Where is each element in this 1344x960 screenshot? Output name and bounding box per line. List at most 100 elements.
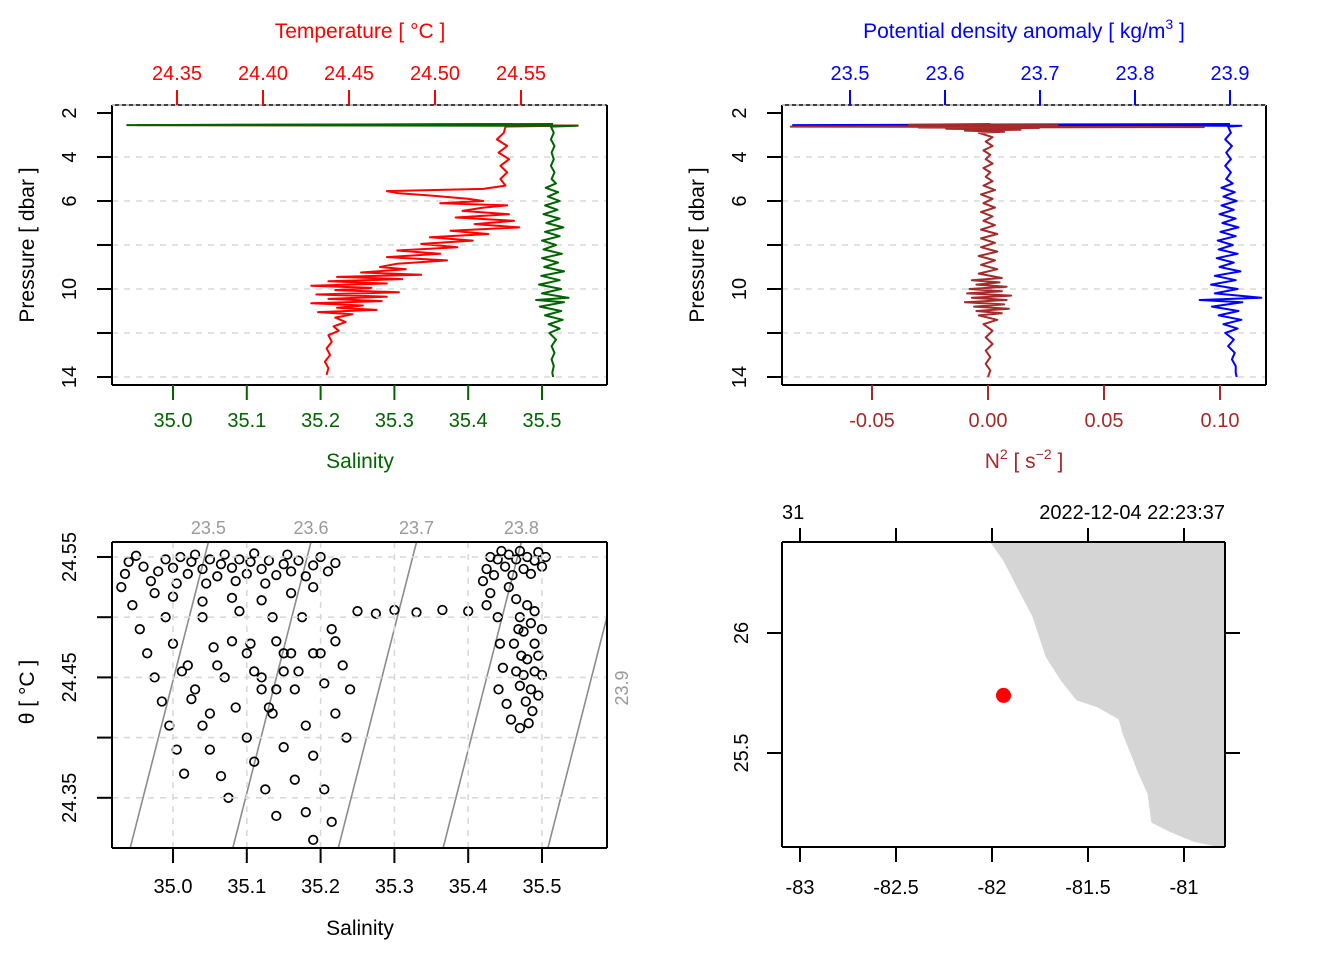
scatter-point	[511, 554, 522, 565]
scatter-point	[308, 834, 319, 846]
top-axis-tick-label: 24.40	[238, 63, 288, 85]
scatter-point	[178, 768, 190, 779]
scatter-point	[337, 660, 348, 671]
station-timestamp: 2022-12-04 22:23:37	[1039, 502, 1225, 524]
theta-tick-label: 24.55	[59, 532, 81, 582]
isopycnal-label: 23.7	[399, 518, 434, 538]
scatter-point	[511, 666, 522, 677]
scatter-point	[219, 549, 230, 560]
isopycnal-label: 23.9	[612, 670, 632, 705]
scatter-point	[215, 559, 227, 570]
scatter-point	[300, 720, 311, 731]
scatter-point	[256, 595, 267, 606]
pressure-tick-label: 4	[59, 151, 81, 162]
scatter-point	[149, 587, 160, 599]
scatter-point	[494, 638, 506, 649]
scatter-point	[278, 666, 289, 677]
scatter-point	[319, 678, 330, 689]
scatter-point	[119, 568, 131, 580]
scatter-point	[481, 600, 492, 611]
scatter-point	[293, 555, 304, 566]
scatter-point	[525, 618, 537, 629]
pressure-axis-title-right-panel: Pressure [ dbar ]	[686, 167, 709, 322]
scatter-point	[308, 750, 319, 761]
scatter-point	[493, 684, 504, 695]
scatter-point	[330, 636, 341, 647]
scatter-point	[477, 575, 489, 587]
land-layer	[990, 542, 1225, 847]
isopycnal-line	[337, 542, 418, 848]
scatter-point	[271, 636, 282, 647]
pressure-tick-label: 6	[59, 195, 81, 206]
salinity-tick-label: 35.0	[154, 876, 193, 898]
scatter-point	[278, 742, 289, 753]
bottom-axis-tick-label: 35.4	[449, 410, 488, 432]
scatter-point	[182, 660, 193, 671]
isopycnal-label: 23.6	[293, 518, 328, 538]
scatter-point	[278, 559, 289, 570]
scatter-point	[241, 648, 252, 659]
scatter-point	[260, 578, 271, 589]
salinity-tick-label: 35.2	[301, 876, 340, 898]
lon-tick-label: -82	[978, 877, 1007, 899]
top-axis-tick-label: 23.8	[1116, 63, 1155, 85]
scatter-point	[249, 666, 260, 677]
n2-axis-title: N2 [ s−2 ]	[985, 446, 1064, 473]
scatter-point	[271, 810, 282, 822]
profile-line-n2	[789, 123, 1205, 378]
isopycnal-line	[129, 542, 210, 848]
scatter-point	[189, 549, 201, 560]
scatter-point	[315, 648, 326, 659]
scatter-point	[176, 666, 188, 677]
scatter-point	[282, 549, 293, 560]
scatter-point	[278, 648, 289, 659]
top-axis-tick-label: 23.5	[831, 63, 870, 85]
scatter-point	[197, 720, 208, 731]
scatter-point	[522, 600, 533, 611]
top-axis-tick-label: 23.9	[1211, 63, 1250, 85]
scatter-point	[153, 566, 164, 577]
scatter-point	[256, 563, 267, 575]
scatter-point	[308, 648, 319, 659]
scatter-point	[289, 774, 300, 785]
scatter-point	[263, 702, 275, 713]
scatter-point	[226, 592, 238, 604]
pressure-tick-label: 2	[59, 107, 81, 118]
scatter-point	[319, 784, 330, 795]
scatter-point	[503, 549, 514, 560]
bottom-axis-tick-label: 35.2	[301, 410, 340, 432]
scatter-point	[525, 568, 537, 580]
scatter-layer	[116, 545, 551, 848]
scatter-point	[505, 714, 517, 725]
scatter-point	[130, 550, 142, 561]
salinity-tick-label: 35.5	[523, 876, 562, 898]
scatter-point	[533, 690, 544, 701]
lon-tick-label: -81.5	[1065, 877, 1111, 899]
isopycnal-line	[442, 542, 523, 848]
salinity-tick-label: 35.3	[375, 876, 414, 898]
scatter-point	[518, 563, 529, 575]
scatter-point	[518, 626, 529, 637]
bottom-axis-tick-label: 0.10	[1201, 410, 1240, 432]
scatter-point	[234, 606, 245, 617]
scatter-point	[497, 662, 509, 673]
scatter-point	[293, 666, 304, 677]
scatter-point	[514, 545, 526, 557]
bottom-axis-tick-label: -0.05	[849, 410, 895, 432]
scatter-point	[201, 578, 212, 589]
scatter-point	[241, 732, 252, 743]
scatter-point	[326, 816, 337, 828]
scatter-point	[322, 566, 334, 577]
scatter-point	[127, 600, 138, 611]
scatter-point	[330, 557, 341, 569]
scatter-point	[260, 784, 271, 795]
scatter-point	[226, 636, 238, 647]
scatter-point	[134, 624, 145, 635]
scatter-point	[138, 561, 149, 572]
scatter-point	[499, 561, 511, 572]
top-axis-tick-label: 23.7	[1021, 63, 1060, 85]
pressure-tick-label: 6	[729, 195, 751, 206]
scatter-point	[256, 684, 267, 695]
scatter-point	[249, 548, 260, 559]
